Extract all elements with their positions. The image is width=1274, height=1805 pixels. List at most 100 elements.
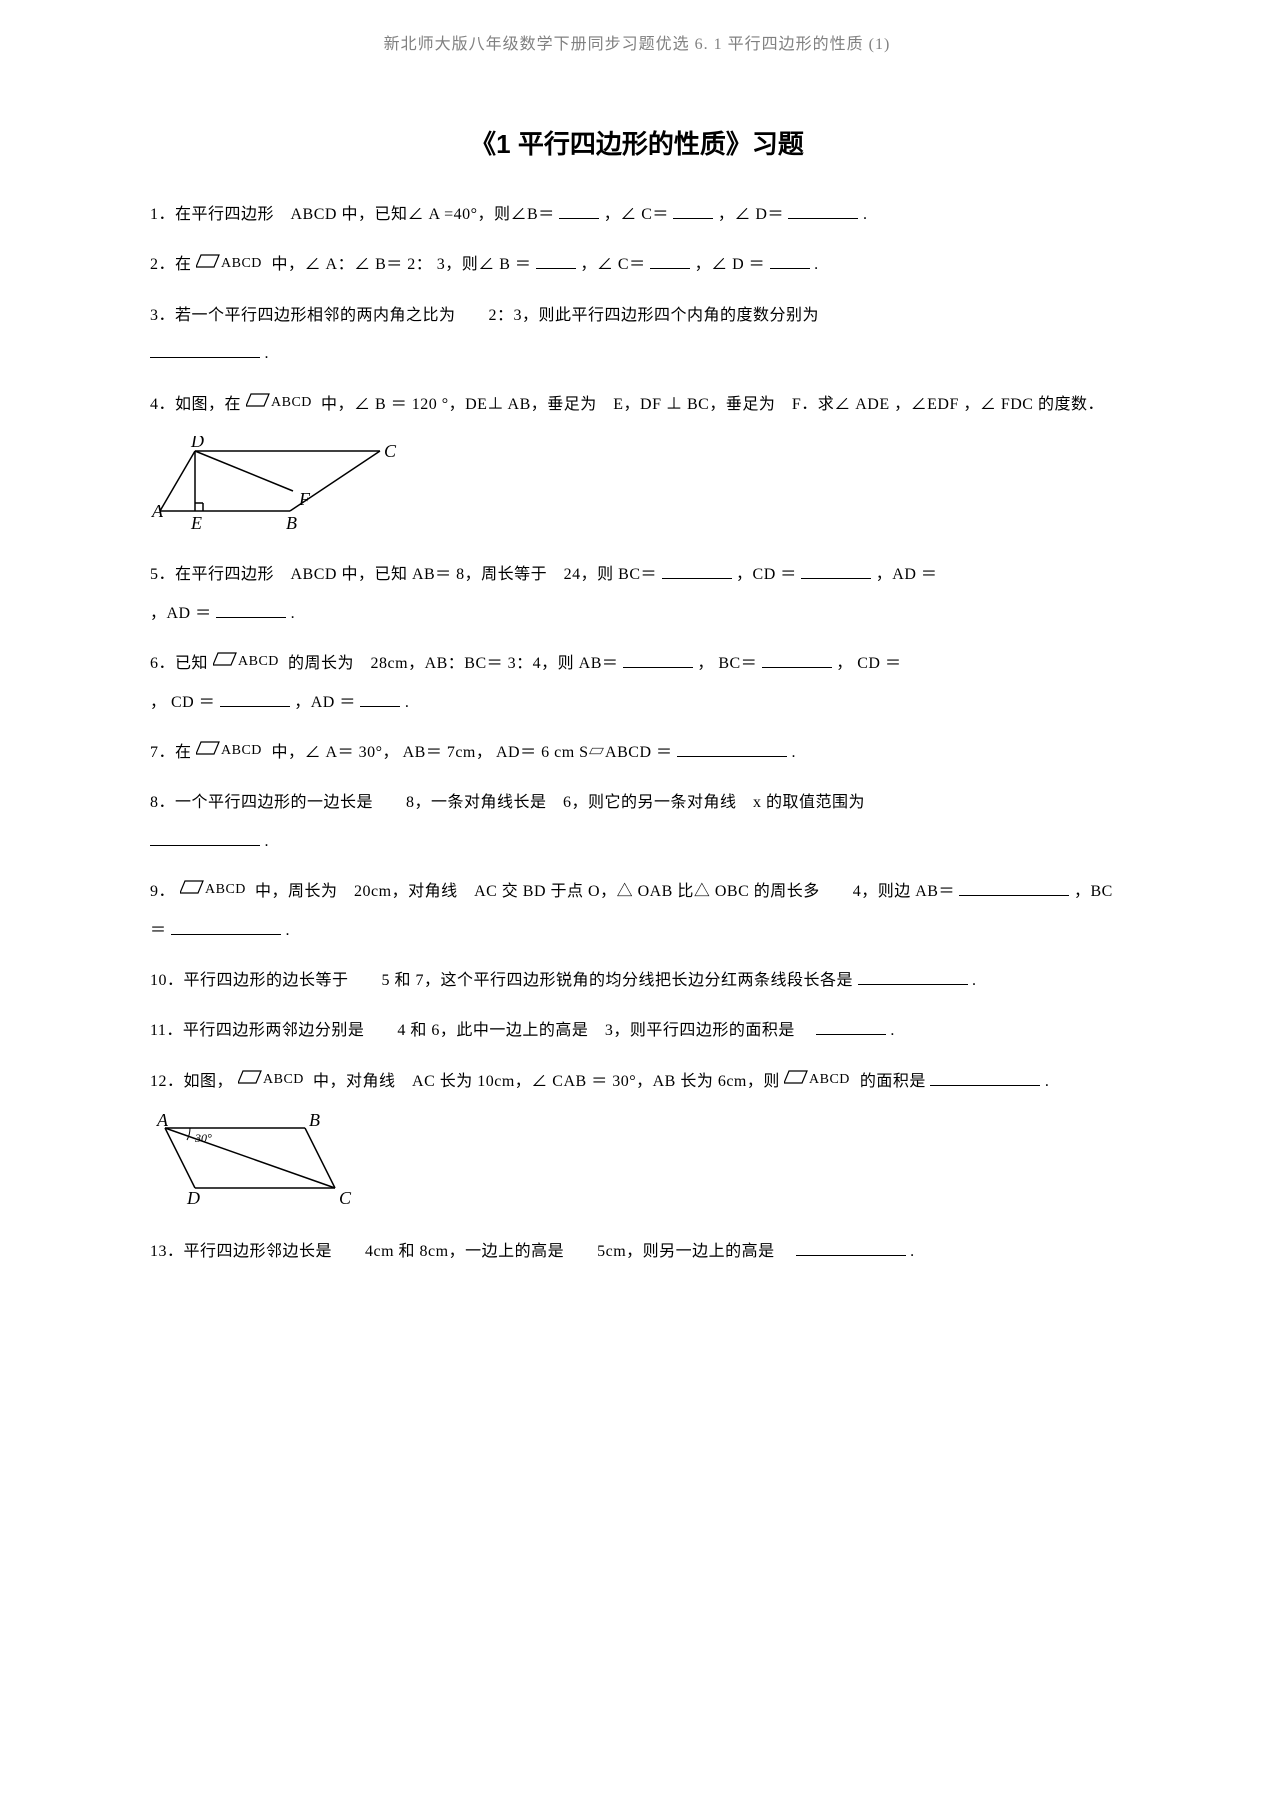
problem-9-text-d: . (286, 922, 291, 939)
problem-10-text-a: 10．平行四边形的边长等于 5 和 7，这个平行四边形锐角的均分线把长边分红两条… (150, 972, 858, 989)
blank (216, 602, 286, 618)
problem-3-text-b: . (265, 345, 270, 362)
problem-11-text-b: . (890, 1022, 895, 1039)
problem-7-text-d: . (792, 744, 797, 761)
problem-8-text-a: 8．一个平行四边形的一边长是 8，一条对角线长是 6，则它的另一条对角线 x 的… (150, 794, 865, 811)
problem-12: 12．如图， ABCD 中，对角线 AC 长为 10cm，∠ CAB ＝ 30°… (150, 1063, 1124, 1102)
problem-6: 6．已知 ABCD 的周长为 28cm，AB：BC＝ 3：4，则 AB＝ ， B… (150, 645, 1124, 722)
svg-text:D: D (186, 1188, 200, 1208)
document-title: 《1 平行四边形的性质》习题 (150, 124, 1124, 161)
problem-3: 3．若一个平行四边形相邻的两内角之比为 2：3，则此平行四边形四个内角的度数分别… (150, 297, 1124, 374)
problem-13-text-a: 13．平行四边形邻边长是 4cm 和 8cm，一边上的高是 5cm，则另一边上的… (150, 1243, 791, 1260)
svg-text:B: B (286, 513, 297, 533)
blank (662, 563, 732, 579)
blank (796, 1240, 906, 1256)
problem-2-text-b: 中，∠ A：∠ B＝ 2： 3，则∠ B ＝ (272, 256, 532, 273)
problem-5-text-e: . (291, 605, 296, 622)
svg-text:ABCD: ABCD (238, 654, 279, 667)
problem-5: 5．在平行四边形 ABCD 中，已知 AB＝ 8，周长等于 24，则 BC＝ ，… (150, 556, 1124, 633)
svg-text:D: D (190, 436, 204, 451)
problem-6-text-d: ， CD ＝ (836, 655, 901, 672)
problem-7: 7．在 ABCD 中，∠ A＝ 30°， AB＝ 7cm， AD＝ 6 cm S… (150, 734, 1124, 773)
problem-2-text-a: 2．在 (150, 256, 196, 273)
blank (360, 691, 400, 707)
blank (220, 691, 290, 707)
parallelogram-abcd-symbol: ABCD (784, 1062, 855, 1100)
problem-8: 8．一个平行四边形的一边长是 8，一条对角线长是 6，则它的另一条对角线 x 的… (150, 784, 1124, 861)
problem-4-text-b: 中，∠ B ＝ 120 °，DE⊥ AB，垂足为 E，DF ⊥ BC，垂足为 F… (321, 396, 1104, 413)
blank (858, 969, 968, 985)
problem-1-text-a: 1．在平行四边形 ABCD 中，已知∠ A =40°，则∠B＝ (150, 206, 559, 223)
problem-12-text-a: 12．如图， (150, 1073, 238, 1090)
svg-text:ABCD: ABCD (263, 1072, 304, 1085)
problem-11-text-a: 11．平行四边形两邻边分别是 4 和 6，此中一边上的高是 3，则平行四边形的面… (150, 1022, 811, 1039)
problem-3-text-a: 3．若一个平行四边形相邻的两内角之比为 2：3，则此平行四边形四个内角的度数分别… (150, 307, 819, 324)
blank (770, 253, 810, 269)
figure-2-svg: 30° A B D C (150, 1113, 360, 1213)
problem-7-area-label: S▱ABCD (579, 744, 651, 761)
figure-2: 30° A B D C (150, 1113, 1124, 1218)
parallelogram-abcd-symbol: ABCD (180, 872, 251, 910)
problem-10: 10．平行四边形的边长等于 5 和 7，这个平行四边形锐角的均分线把长边分红两条… (150, 962, 1124, 1000)
parallelogram-abcd-symbol: ABCD (196, 733, 267, 771)
problem-13-text-b: . (910, 1243, 915, 1260)
problem-7-text-a: 7．在 (150, 744, 196, 761)
blank (762, 652, 832, 668)
problem-1-text-d: . (863, 206, 868, 223)
problem-4-text-a: 4．如图，在 (150, 396, 246, 413)
svg-text:ABCD: ABCD (271, 395, 312, 408)
blank (816, 1019, 886, 1035)
problem-12-text-d: . (1045, 1073, 1050, 1090)
svg-text:E: E (190, 513, 202, 533)
problem-8-text-b: . (265, 833, 270, 850)
problem-6-text-f: ，AD ＝ (294, 694, 360, 711)
blank (801, 563, 871, 579)
problem-2: 2．在 ABCD 中，∠ A：∠ B＝ 2： 3，则∠ B ＝ ，∠ C＝ ，∠… (150, 246, 1124, 285)
problem-5-text-c: ，AD ＝ (876, 566, 938, 583)
svg-text:A: A (151, 501, 164, 521)
svg-text:ABCD: ABCD (221, 743, 262, 756)
parallelogram-abcd-symbol: ABCD (196, 246, 267, 284)
svg-text:B: B (309, 1113, 320, 1130)
problem-5-text-a: 5．在平行四边形 ABCD 中，已知 AB＝ 8，周长等于 24，则 BC＝ (150, 566, 662, 583)
svg-text:C: C (339, 1188, 352, 1208)
problem-5-text-d: ，AD ＝ (150, 605, 212, 622)
svg-text:ABCD: ABCD (205, 882, 246, 895)
blank (623, 652, 693, 668)
svg-text:ABCD: ABCD (221, 256, 262, 269)
blank (650, 253, 690, 269)
svg-text:A: A (156, 1113, 169, 1130)
problem-4: 4．如图，在 ABCD 中，∠ B ＝ 120 °，DE⊥ AB，垂足为 E，D… (150, 386, 1124, 425)
problem-6-text-c: ， BC＝ (697, 655, 761, 672)
problem-12-text-c: 的面积是 (860, 1073, 931, 1090)
blank (959, 880, 1069, 896)
blank (677, 741, 787, 757)
parallelogram-abcd-symbol: ABCD (246, 385, 317, 423)
problem-9: 9． ABCD 中，周长为 20cm，对角线 AC 交 BD 于点 O，△ OA… (150, 873, 1124, 950)
problem-9-text-b: 中，周长为 20cm，对角线 AC 交 BD 于点 O，△ OAB 比△ OBC… (255, 883, 959, 900)
problem-2-text-d: ，∠ D ＝ (695, 256, 770, 273)
problem-11: 11．平行四边形两邻边分别是 4 和 6，此中一边上的高是 3，则平行四边形的面… (150, 1012, 1124, 1050)
blank (559, 203, 599, 219)
figure-1: AEBDCF (150, 436, 1124, 541)
blank (536, 253, 576, 269)
problem-2-text-c: ，∠ C＝ (580, 256, 650, 273)
svg-text:C: C (384, 441, 397, 461)
blank (150, 342, 260, 358)
problem-5-text-b: ，CD ＝ (736, 566, 797, 583)
blank (673, 203, 713, 219)
problem-6-text-b: 的周长为 28cm，AB：BC＝ 3：4，则 AB＝ (288, 655, 623, 672)
svg-text:30°: 30° (194, 1131, 212, 1145)
problem-6-text-g: . (405, 694, 410, 711)
parallelogram-abcd-symbol: ABCD (238, 1062, 309, 1100)
problem-7-text-c: ＝ (656, 744, 677, 761)
problem-1: 1．在平行四边形 ABCD 中，已知∠ A =40°，则∠B＝ ，∠ C＝ ，∠… (150, 196, 1124, 234)
svg-text:ABCD: ABCD (809, 1072, 850, 1085)
problem-13: 13．平行四边形邻边长是 4cm 和 8cm，一边上的高是 5cm，则另一边上的… (150, 1233, 1124, 1271)
blank (788, 203, 858, 219)
problem-6-text-e: ， CD ＝ (150, 694, 215, 711)
problem-2-text-e: . (814, 256, 819, 273)
figure-1-svg: AEBDCF (150, 436, 400, 536)
problem-7-text-b: 中，∠ A＝ 30°， AB＝ 7cm， AD＝ 6 cm (272, 744, 575, 761)
blank (930, 1070, 1040, 1086)
